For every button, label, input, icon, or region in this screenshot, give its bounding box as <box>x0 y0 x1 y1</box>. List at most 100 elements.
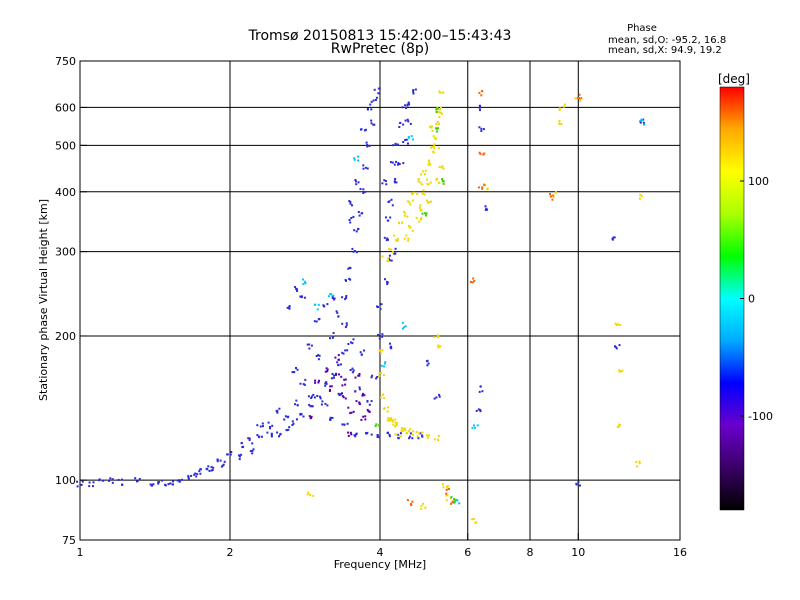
data-point <box>344 383 347 386</box>
data-point <box>361 394 364 397</box>
data-point <box>375 96 378 99</box>
data-point <box>396 240 399 242</box>
data-point <box>161 479 163 482</box>
data-point <box>207 465 210 468</box>
data-point <box>196 473 199 476</box>
data-point <box>136 480 138 483</box>
data-point <box>403 427 406 430</box>
data-point <box>98 479 101 482</box>
data-point <box>365 128 367 131</box>
data-point <box>325 367 328 370</box>
data-point <box>364 418 367 421</box>
data-point <box>387 406 389 409</box>
data-point <box>449 497 452 500</box>
data-point <box>299 295 302 298</box>
data-point <box>329 293 332 295</box>
data-point <box>410 504 413 507</box>
data-point <box>312 494 315 497</box>
data-point <box>318 379 320 382</box>
data-point <box>337 354 340 357</box>
data-point <box>341 392 343 395</box>
data-point <box>396 422 399 425</box>
data-point <box>426 199 428 202</box>
data-point <box>324 370 327 373</box>
data-point <box>332 332 335 334</box>
data-point <box>308 347 311 350</box>
data-point <box>398 163 401 165</box>
data-point <box>642 118 645 121</box>
data-point <box>344 326 347 329</box>
data-point <box>370 119 373 122</box>
data-point <box>319 395 321 398</box>
data-point <box>618 369 621 372</box>
data-point <box>481 187 484 190</box>
grid-lines <box>80 61 680 540</box>
data-point <box>313 396 316 399</box>
data-point <box>296 418 298 421</box>
data-point <box>404 119 407 122</box>
data-point <box>357 155 359 158</box>
data-point <box>615 324 618 327</box>
data-point <box>411 138 414 141</box>
series-other-phase-cyan <box>302 118 645 505</box>
data-point <box>428 125 431 128</box>
data-point <box>261 422 264 425</box>
data-point <box>408 225 411 227</box>
data-point <box>576 97 579 100</box>
data-point <box>412 191 415 194</box>
data-point <box>348 266 351 269</box>
data-point <box>410 135 413 138</box>
data-point <box>339 393 342 396</box>
data-point <box>552 196 555 199</box>
data-point <box>618 370 621 373</box>
data-point <box>442 91 445 94</box>
data-point <box>428 159 430 162</box>
data-point <box>409 122 412 125</box>
data-point <box>420 508 423 510</box>
data-point <box>383 407 386 410</box>
data-point <box>411 500 414 503</box>
data-point <box>578 93 581 96</box>
data-point <box>458 502 461 505</box>
data-point <box>172 483 174 486</box>
data-point <box>428 161 431 164</box>
data-point <box>326 404 329 407</box>
data-point <box>479 408 482 411</box>
data-point <box>412 430 414 433</box>
data-point <box>419 209 422 212</box>
data-point <box>358 373 361 375</box>
data-point <box>212 466 215 469</box>
data-point <box>380 352 382 355</box>
data-point <box>437 346 440 349</box>
data-point <box>309 405 312 408</box>
data-point <box>409 428 412 431</box>
data-point <box>411 229 414 232</box>
data-point <box>480 127 483 130</box>
data-point <box>343 378 346 381</box>
data-point <box>387 238 389 241</box>
data-point <box>386 283 389 286</box>
data-point <box>341 322 344 325</box>
data-point <box>425 212 428 215</box>
data-point <box>368 410 371 413</box>
data-point <box>181 478 183 481</box>
data-point <box>346 349 349 352</box>
data-point <box>344 278 347 281</box>
data-point <box>435 108 438 110</box>
data-point <box>308 403 311 406</box>
data-point <box>303 280 306 283</box>
data-point <box>324 382 327 385</box>
data-point <box>287 428 290 431</box>
data-point <box>437 107 439 110</box>
data-point <box>384 180 387 183</box>
data-point <box>404 212 407 215</box>
data-point <box>187 477 190 480</box>
chart-subtitle: RwPretec (8p) <box>331 41 429 57</box>
data-point <box>433 397 436 400</box>
data-point <box>408 201 411 204</box>
data-point <box>617 425 620 428</box>
data-point <box>324 384 327 387</box>
data-point <box>355 433 358 436</box>
data-point <box>344 378 347 381</box>
data-point <box>639 121 642 124</box>
